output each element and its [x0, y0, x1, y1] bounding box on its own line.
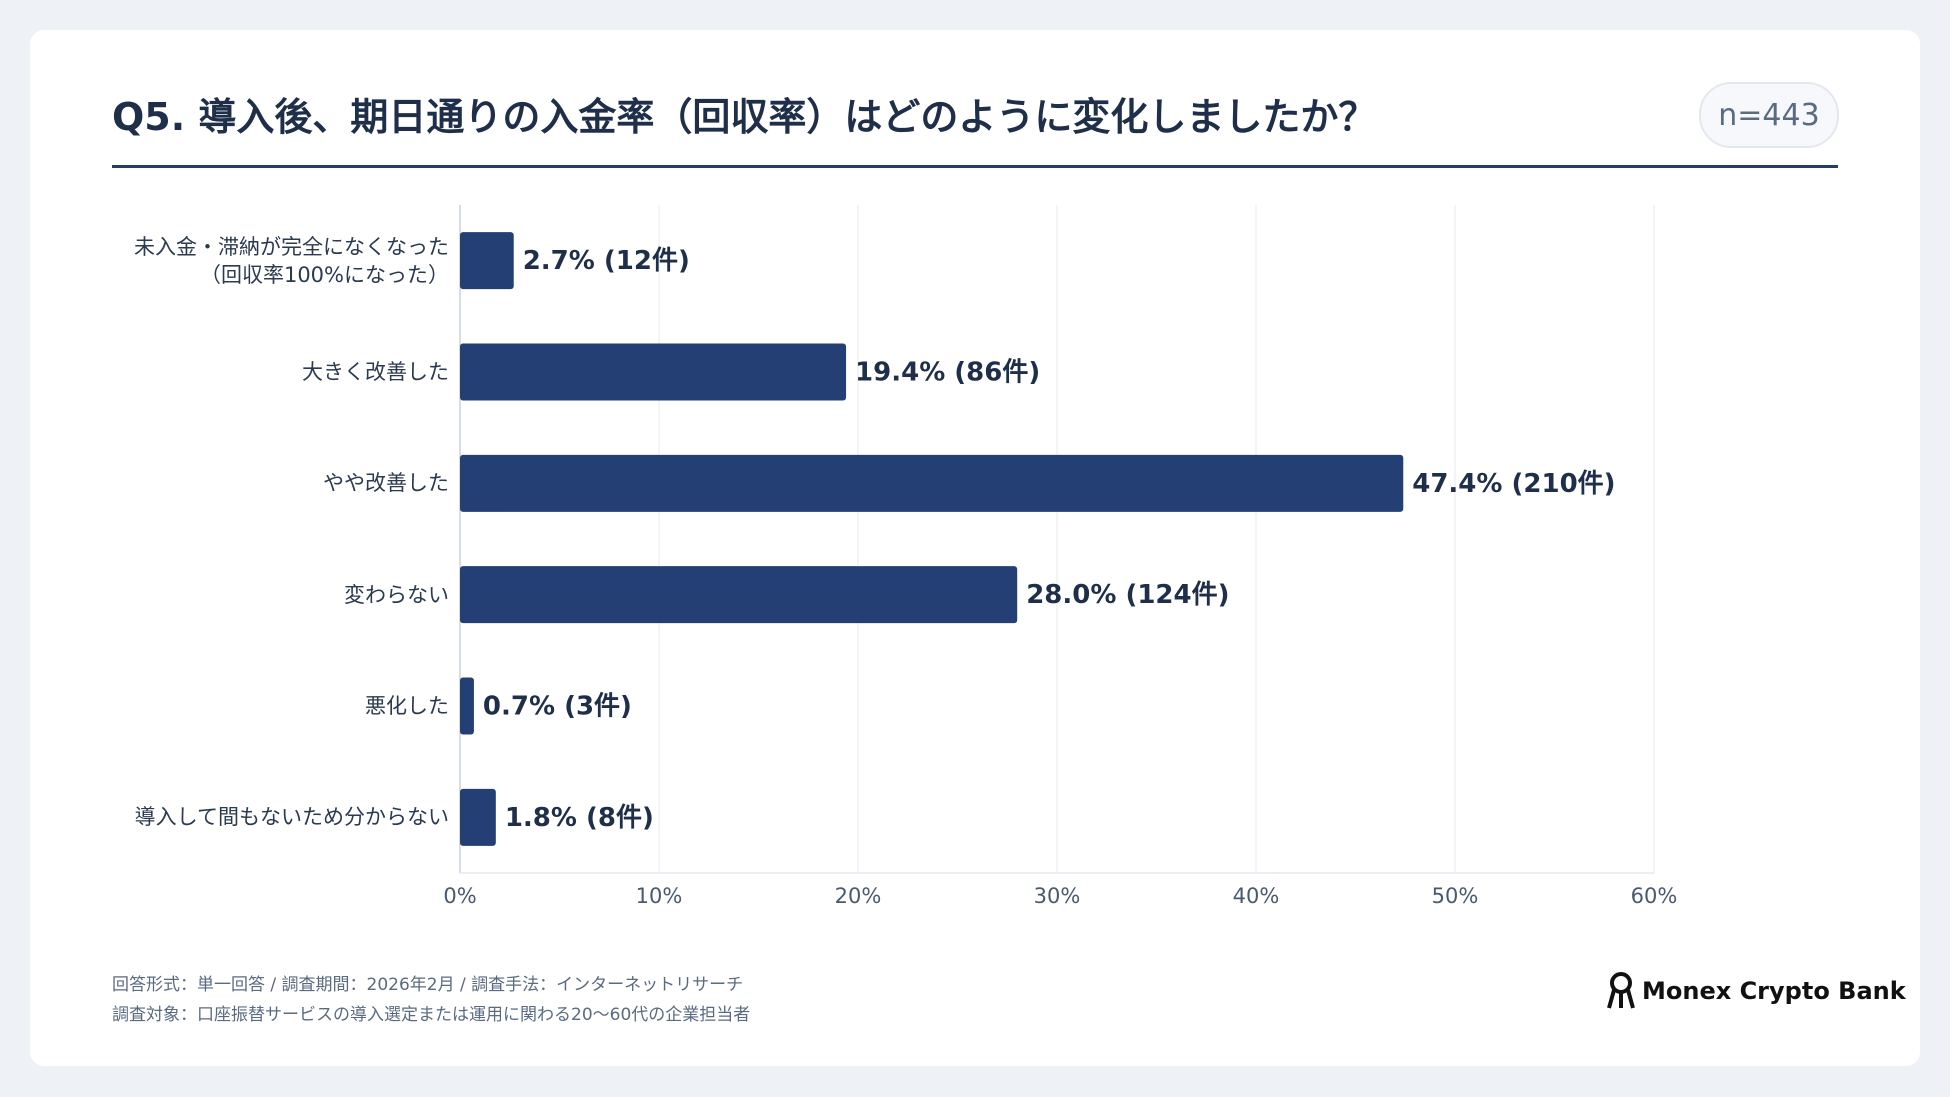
brand-name: Monex Crypto Bank — [1642, 977, 1906, 1005]
value-label: 0.7% (3件) — [483, 692, 632, 722]
note: 回答形式：単一回答 / 調査期間：2026年2月 / 調査手法：インターネットリ… — [112, 975, 744, 995]
y-tick-label: 悪化した — [365, 694, 449, 718]
value-label: 47.4% (210件) — [1412, 469, 1615, 499]
x-tick-label: 20% — [835, 884, 882, 908]
title-rule — [112, 165, 1838, 168]
bar — [460, 454, 1404, 512]
y-tick-label: 導入して間もないため分からない — [134, 805, 449, 830]
y-tick-label: 未入金・滞納が完全になくなった （回収率100%になった） — [134, 234, 449, 287]
value-label: 19.4% (86件) — [855, 358, 1040, 388]
note: 調査対象：口座振替サービスの導入選定または運用に関わる20〜60代の企業担当者 — [112, 1005, 751, 1025]
y-tick-label: 大きく改善した — [302, 360, 449, 384]
value-label: 28.0% (124件) — [1026, 580, 1229, 610]
x-tick-label: 10% — [636, 884, 683, 908]
bar — [460, 566, 1018, 624]
card — [30, 30, 1920, 1066]
x-tick-label: 30% — [1034, 884, 1081, 908]
x-tick-label: 60% — [1631, 884, 1678, 908]
y-tick-label: 変わらない — [344, 582, 449, 607]
value-label: 1.8% (8件) — [505, 803, 654, 833]
bar — [460, 343, 847, 401]
x-tick-label: 0% — [443, 884, 476, 908]
value-label: 2.7% (12件) — [523, 246, 690, 276]
sample-size: n=443 — [1699, 82, 1839, 148]
x-tick-label: 40% — [1233, 884, 1280, 908]
chart-title: Q5. 導入後、期日通りの入金率（回収率）はどのように変化しましたか？ — [112, 95, 1377, 139]
bar — [460, 788, 496, 846]
bar — [460, 677, 474, 735]
x-tick-label: 50% — [1432, 884, 1479, 908]
logo-icon — [1607, 972, 1635, 1009]
brand-logo: Monex Crypto Bank — [1606, 972, 1906, 1010]
y-tick-label: やや改善した — [323, 471, 449, 496]
bar — [460, 232, 514, 290]
